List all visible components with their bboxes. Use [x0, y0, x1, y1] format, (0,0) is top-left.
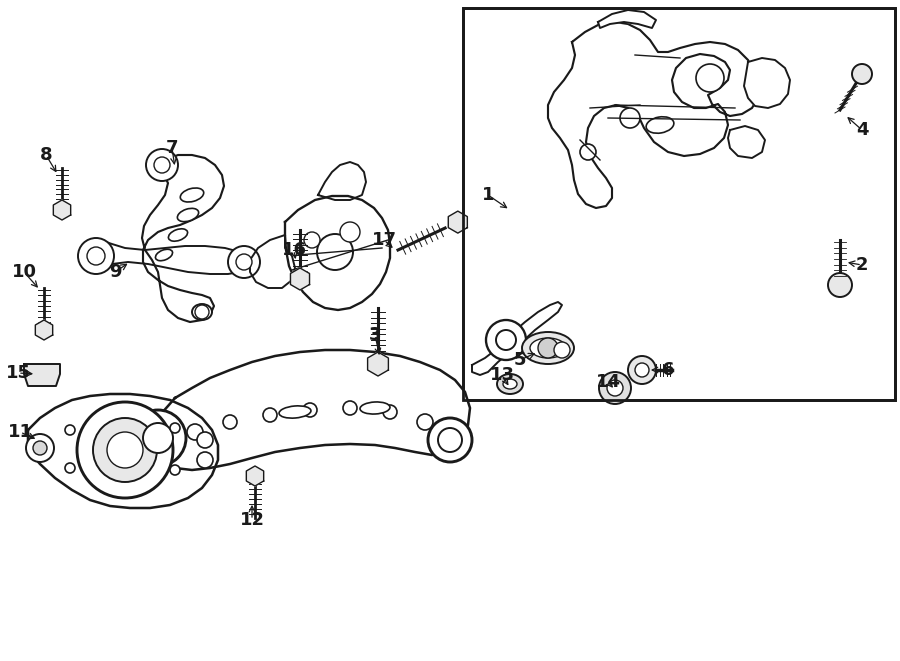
Text: 2: 2	[856, 256, 868, 274]
Polygon shape	[285, 196, 390, 310]
Text: 10: 10	[12, 263, 37, 281]
Circle shape	[170, 465, 180, 475]
Polygon shape	[155, 350, 470, 470]
Polygon shape	[142, 155, 224, 322]
Polygon shape	[318, 162, 366, 200]
Circle shape	[197, 432, 213, 448]
Ellipse shape	[192, 304, 212, 320]
Polygon shape	[250, 235, 295, 288]
Polygon shape	[24, 364, 60, 386]
Ellipse shape	[156, 249, 173, 260]
Ellipse shape	[177, 208, 199, 221]
Bar	[463, 8, 895, 400]
Circle shape	[65, 425, 75, 435]
Circle shape	[33, 441, 47, 455]
Text: 7: 7	[166, 139, 178, 157]
Polygon shape	[247, 466, 264, 486]
Circle shape	[187, 424, 203, 440]
Circle shape	[303, 403, 317, 417]
Bar	[463, 8, 895, 400]
Circle shape	[599, 372, 631, 404]
Polygon shape	[728, 126, 765, 158]
Circle shape	[428, 418, 472, 462]
Polygon shape	[367, 352, 389, 376]
Circle shape	[304, 232, 320, 248]
Text: 14: 14	[596, 373, 620, 391]
Text: 16: 16	[282, 241, 307, 259]
Circle shape	[538, 338, 558, 358]
Ellipse shape	[360, 402, 390, 414]
Circle shape	[130, 410, 186, 466]
Circle shape	[343, 401, 357, 415]
Ellipse shape	[168, 229, 187, 241]
Circle shape	[852, 64, 872, 84]
Ellipse shape	[522, 332, 574, 364]
Polygon shape	[53, 200, 71, 220]
Text: 15: 15	[5, 364, 31, 382]
Circle shape	[154, 157, 170, 173]
Circle shape	[496, 330, 516, 350]
Polygon shape	[598, 10, 656, 28]
Ellipse shape	[279, 406, 310, 418]
Circle shape	[828, 273, 852, 297]
Circle shape	[263, 408, 277, 422]
Polygon shape	[548, 22, 758, 208]
Polygon shape	[35, 320, 53, 340]
Circle shape	[87, 247, 105, 265]
Circle shape	[65, 463, 75, 473]
Text: 9: 9	[109, 263, 122, 281]
Ellipse shape	[180, 188, 203, 202]
Circle shape	[580, 144, 596, 160]
Ellipse shape	[503, 379, 517, 389]
Text: 3: 3	[369, 326, 382, 344]
Circle shape	[554, 342, 570, 358]
Circle shape	[438, 428, 462, 452]
Circle shape	[78, 238, 114, 274]
Circle shape	[107, 432, 143, 468]
Polygon shape	[94, 240, 248, 274]
Text: 8: 8	[40, 146, 52, 164]
Circle shape	[197, 452, 213, 468]
Circle shape	[228, 246, 260, 278]
Polygon shape	[291, 268, 310, 290]
Circle shape	[417, 414, 433, 430]
Polygon shape	[744, 58, 790, 108]
Circle shape	[26, 434, 54, 462]
Circle shape	[93, 418, 157, 482]
Circle shape	[383, 405, 397, 419]
Polygon shape	[472, 302, 562, 375]
Circle shape	[236, 254, 252, 270]
Text: 4: 4	[856, 121, 868, 139]
Circle shape	[696, 64, 724, 92]
Circle shape	[195, 305, 209, 319]
Circle shape	[486, 320, 526, 360]
Text: 5: 5	[514, 351, 526, 369]
Circle shape	[170, 423, 180, 433]
Ellipse shape	[646, 117, 674, 134]
Circle shape	[340, 222, 360, 242]
Circle shape	[146, 149, 178, 181]
Circle shape	[223, 415, 237, 429]
Text: 1: 1	[482, 186, 494, 204]
Text: 13: 13	[490, 366, 515, 384]
Text: 11: 11	[7, 423, 32, 441]
Polygon shape	[28, 394, 218, 508]
Circle shape	[143, 423, 173, 453]
Circle shape	[628, 356, 656, 384]
Circle shape	[620, 108, 640, 128]
Text: 17: 17	[372, 231, 397, 249]
Circle shape	[77, 402, 173, 498]
Circle shape	[317, 234, 353, 270]
Ellipse shape	[530, 338, 566, 358]
Circle shape	[635, 363, 649, 377]
Polygon shape	[448, 211, 467, 233]
Text: 6: 6	[662, 361, 674, 379]
Ellipse shape	[497, 374, 523, 394]
Text: 12: 12	[239, 511, 265, 529]
Circle shape	[607, 380, 623, 396]
